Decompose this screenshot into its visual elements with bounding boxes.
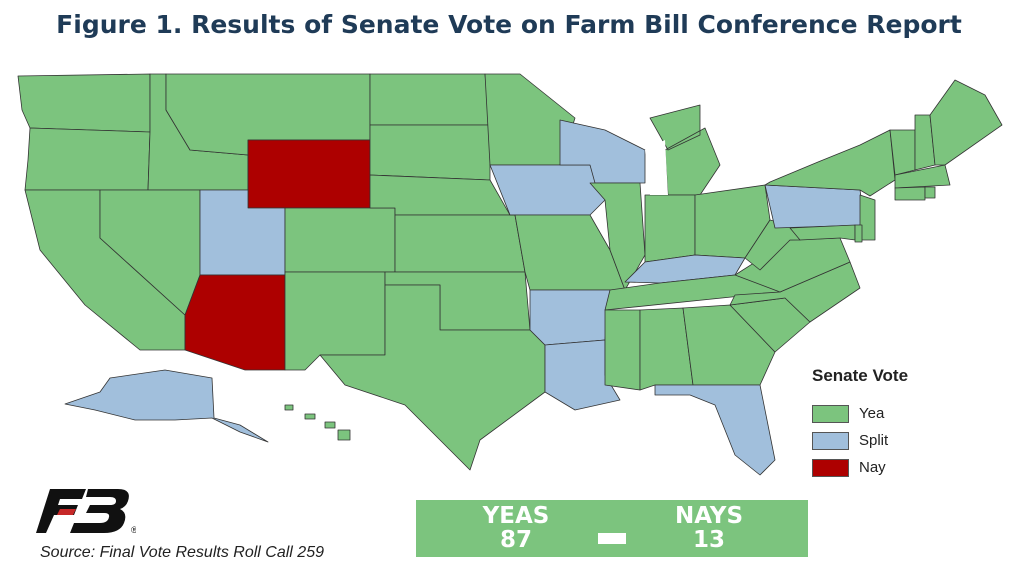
legend-swatch-split [812,431,849,450]
vote-tally-box: YEAS 87 NAYS 13 [416,500,808,557]
legend-label-yea: Yea [859,405,885,422]
state-wyoming [247,139,371,209]
map-legend: Senate Vote Yea Split Nay [812,366,932,481]
state-florida [654,384,776,476]
state-georgia [682,304,776,386]
state-new-york [764,129,896,197]
state-massachusetts [894,164,951,189]
state-alaska [64,369,269,443]
yeas-column: YEAS 87 [441,504,591,552]
yeas-count: 87 [499,527,532,553]
state-texas [319,284,546,471]
legend-title: Senate Vote [812,366,909,385]
legend-item-split: Split [812,427,932,454]
state-kansas [394,214,526,273]
legend-swatch-nay [812,458,849,477]
state-colorado [284,207,396,273]
state-pennsylvania [764,184,866,229]
state-maine [929,79,1003,166]
nays-count: 13 [692,527,725,553]
state-south-dakota [369,124,491,181]
state-arkansas [529,289,611,346]
legend-item-nay: Nay [812,454,932,481]
legend-swatch-yea [812,404,849,423]
state-mississippi [604,309,641,391]
state-arizona [184,274,286,371]
state-iowa [489,164,606,216]
registered-mark: ® [131,525,136,535]
legend-item-yea: Yea [812,400,932,427]
yeas-label: YEAS [482,503,550,529]
farm-bureau-logo: ® [36,489,136,535]
nays-label: NAYS [674,503,744,529]
tally-dash [598,533,626,544]
state-maryland [789,224,856,241]
state-rhode-island [924,186,936,199]
legend-label-split: Split [859,432,889,449]
state-indiana [644,194,696,263]
state-hawaii [284,404,351,441]
state-delaware [854,224,863,243]
lake-michigan [645,140,668,195]
state-connecticut [894,186,926,201]
state-oregon [24,127,151,191]
source-note: Source: Final Vote Results Roll Call 259 [40,544,324,561]
state-north-carolina [729,261,861,323]
figure-title: Figure 1. Results of Senate Vote on Farm… [56,10,962,39]
state-washington [17,73,151,133]
nays-column: NAYS 13 [634,504,784,552]
state-north-dakota [369,73,491,126]
legend-label-nay: Nay [859,459,886,476]
